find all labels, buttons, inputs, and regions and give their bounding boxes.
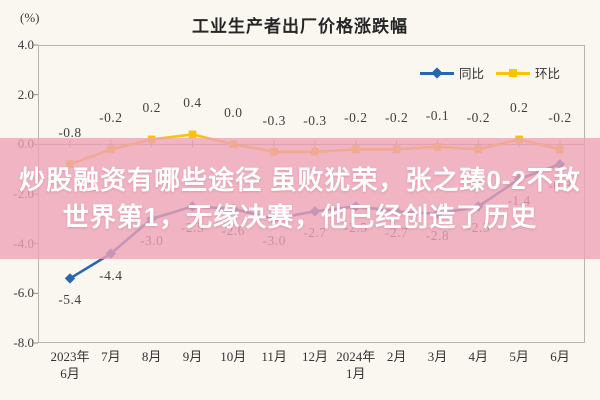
data-point-label: -0.8 [58, 125, 82, 141]
x-tick-label: 11月 [261, 349, 287, 364]
x-tick-label: 5月 [509, 349, 529, 364]
x-tick-label: 8月 [141, 349, 162, 364]
data-point-label: 0.2 [509, 100, 529, 116]
x-tick-label: 2024年 1月 [336, 349, 376, 381]
x-tick-label: 12月 [301, 349, 328, 364]
data-point-label: -0.2 [384, 110, 409, 126]
data-point-label: 0.4 [183, 95, 202, 111]
news-overlay-banner: 炒股融资有哪些途径 虽败犹荣，张之臻0-2不敌 世界第1，无缘决赛，他已经创造了… [0, 138, 600, 259]
yoy-line-diamond-icon [420, 66, 454, 79]
chart-legend: 同比 环比 [420, 63, 560, 82]
x-tick-label: 6月 [550, 349, 570, 364]
mom-line-square-icon [496, 68, 531, 78]
data-point-label: 0.0 [224, 105, 243, 121]
data-point-label: -0.1 [425, 107, 450, 123]
data-point-label: -0.2 [99, 110, 123, 126]
data-point-label: -4.4 [99, 267, 123, 283]
overlay-headline-line2: 世界第1，无缘决赛，他已经创造了历史 [62, 202, 538, 232]
data-point-label: 0.2 [142, 100, 161, 116]
x-tick-label: 4月 [468, 349, 489, 364]
data-point-label: -0.3 [262, 112, 286, 128]
x-tick-label: 7月 [101, 349, 121, 364]
chart-title: 工业生产者出厂价格涨跌幅 [192, 17, 408, 36]
x-tick-label: 2月 [386, 349, 407, 364]
data-point-label: -0.2 [466, 110, 490, 126]
y-tick-label: -8.0 [13, 335, 34, 350]
legend-label-yoy: 同比 [459, 67, 485, 81]
y-tick-label: -6.0 [13, 285, 34, 301]
x-tick-label: 9月 [182, 349, 203, 364]
x-tick-label: 2023年 6月 [50, 349, 90, 381]
data-point-label: -0.3 [303, 112, 327, 128]
y-axis-unit-label: (%) [20, 10, 40, 25]
data-point-label: -0.2 [548, 110, 572, 126]
x-tick-label: 3月 [427, 349, 448, 364]
x-tick-label: 10月 [220, 349, 247, 364]
legend-label-mom: 环比 [535, 67, 561, 81]
legend-item-mom: 环比 [496, 63, 560, 82]
overlay-headline-line1: 炒股融资有哪些途径 虽败犹荣，张之臻0-2不敌 [19, 165, 581, 195]
y-tick-label: 2.0 [17, 86, 34, 102]
data-point-label: -5.4 [58, 292, 82, 308]
legend-item-yoy: 同比 [420, 63, 484, 82]
data-point-label: -0.2 [344, 110, 368, 126]
y-tick-label: 4.0 [17, 37, 34, 52]
